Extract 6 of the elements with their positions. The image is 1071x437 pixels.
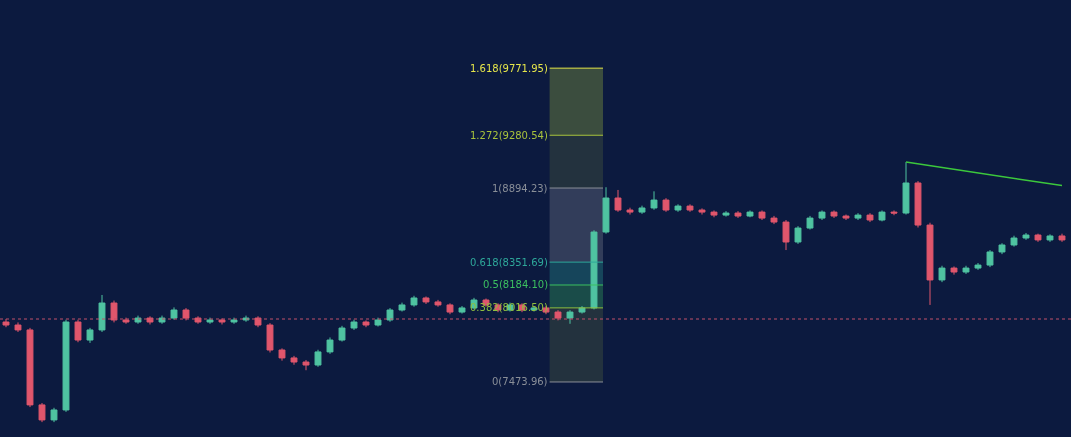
ref-line-label: 0.5(8184.10) (483, 279, 549, 290)
ref-line-label: 0.618(8351.69) (470, 257, 548, 268)
ref-line-label: 1(8894.23) (492, 183, 548, 194)
ref-line-label: 0(7473.96) (492, 376, 548, 387)
ref-line-label: 1.272(9280.54) (470, 130, 548, 141)
ref-line-label: 1.618(9771.95) (470, 63, 548, 74)
